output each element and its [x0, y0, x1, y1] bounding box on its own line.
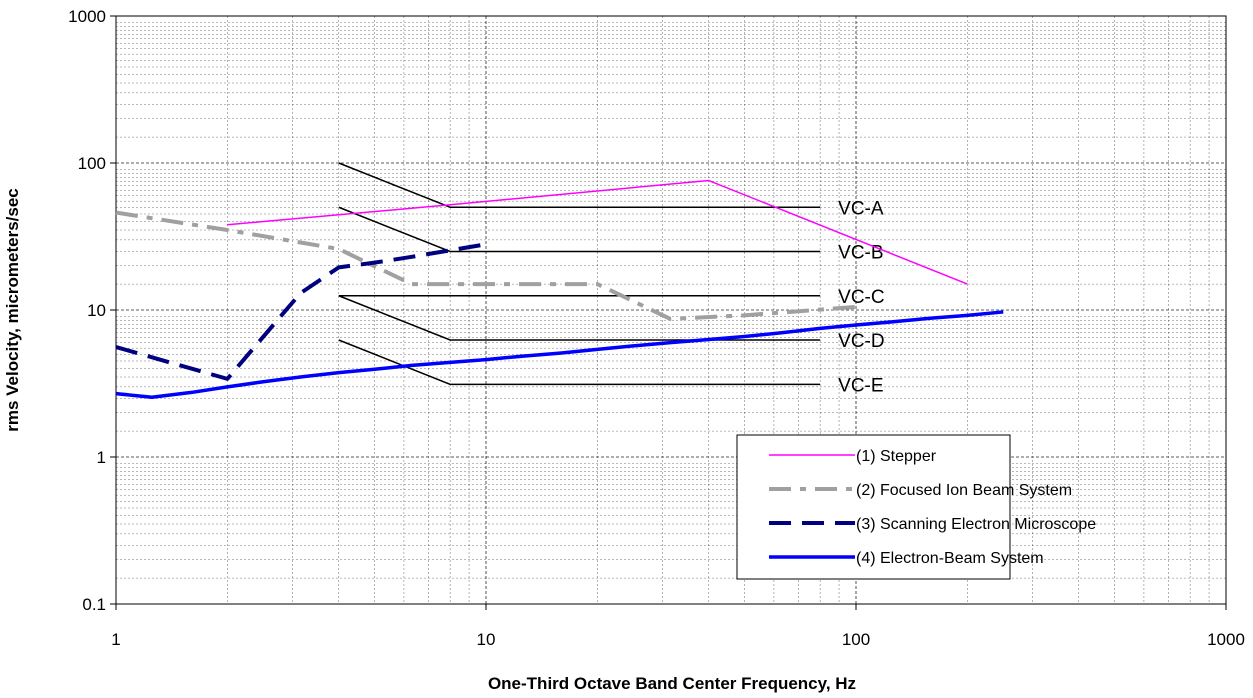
vc-label: VC-A [838, 198, 884, 219]
vc-label: VC-B [838, 243, 883, 264]
y-axis-ticks: 0.1 1 10 100 1000 [68, 7, 116, 614]
x-axis-title: One-Third Octave Band Center Frequency, … [488, 674, 856, 693]
y-tick-label: 1000 [68, 7, 106, 26]
x-tick-label: 10 [477, 630, 496, 649]
legend-entry: (2) Focused Ion Beam System [856, 482, 1072, 499]
series-lines [115, 179, 1004, 399]
vc-curve-vc-a [338, 162, 821, 209]
vc-label: VC-D [838, 331, 884, 352]
series-line-4 [115, 310, 1004, 399]
legend-box [736, 434, 1011, 580]
vc-curve-vc-e [338, 339, 821, 386]
grid [115, 16, 1227, 605]
y-tick-label: 0.1 [82, 595, 106, 614]
series-line-1 [227, 179, 968, 285]
y-axis-title: rms Velocity, micrometers/sec [3, 188, 22, 432]
vc-label: VC-C [838, 287, 884, 308]
vc-label: VC-E [838, 375, 883, 396]
legend-entry: (4) Electron-Beam System [856, 550, 1044, 567]
legend-entry: (1) Stepper [856, 448, 937, 465]
vc-curve-vc-b [338, 206, 821, 253]
series-line-2 [115, 210, 857, 321]
legend-entry: (3) Scanning Electron Microscope [856, 516, 1096, 533]
series-line-3 [115, 242, 487, 381]
y-tick-label: 1 [97, 448, 106, 467]
y-tick-label: 10 [87, 301, 106, 320]
x-tick-label: 100 [842, 630, 870, 649]
x-tick-label: 1000 [1207, 630, 1245, 649]
y-tick-label: 100 [78, 154, 106, 173]
x-axis-ticks: 1 10 100 1000 [111, 604, 1245, 649]
legend: (1) Stepper (2) Focused Ion Beam System (3… [736, 434, 1096, 580]
x-tick-label: 1 [111, 630, 120, 649]
vibration-criteria-curves: VC-A VC-B VC-C VC-D VC-E [338, 162, 885, 396]
